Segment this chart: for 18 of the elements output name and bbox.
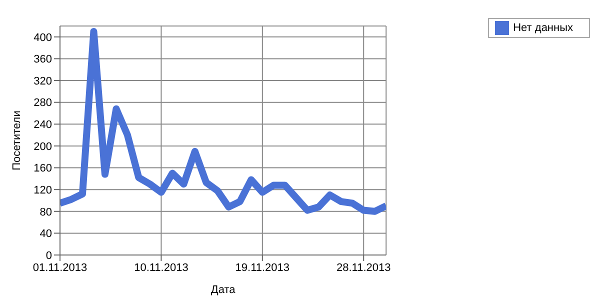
y-tick-label: 240 xyxy=(34,119,52,132)
y-tick-label: 120 xyxy=(34,184,52,196)
y-tick-label: 200 xyxy=(34,140,52,153)
y-tick-label: 160 xyxy=(34,162,52,175)
legend-label: Нет данных xyxy=(513,22,573,34)
y-axis-title: Посетители xyxy=(10,110,23,170)
y-tick-label: 280 xyxy=(34,97,52,110)
y-tick-label: 0 xyxy=(46,250,52,262)
x-tick-label: 19.11.2013 xyxy=(235,262,290,274)
x-tick-label: 28.11.2013 xyxy=(336,262,391,274)
y-tick-label: 360 xyxy=(34,54,52,66)
x-tick-label: 10.11.2013 xyxy=(134,262,188,274)
y-tick-label: 400 xyxy=(34,32,52,44)
x-tick-label: 01.11.2013 xyxy=(32,262,88,274)
y-tick-label: 80 xyxy=(40,206,52,218)
y-tick-label: 40 xyxy=(40,228,52,240)
y-tick-label: 320 xyxy=(34,75,52,88)
x-axis-title: Дата xyxy=(210,284,236,296)
